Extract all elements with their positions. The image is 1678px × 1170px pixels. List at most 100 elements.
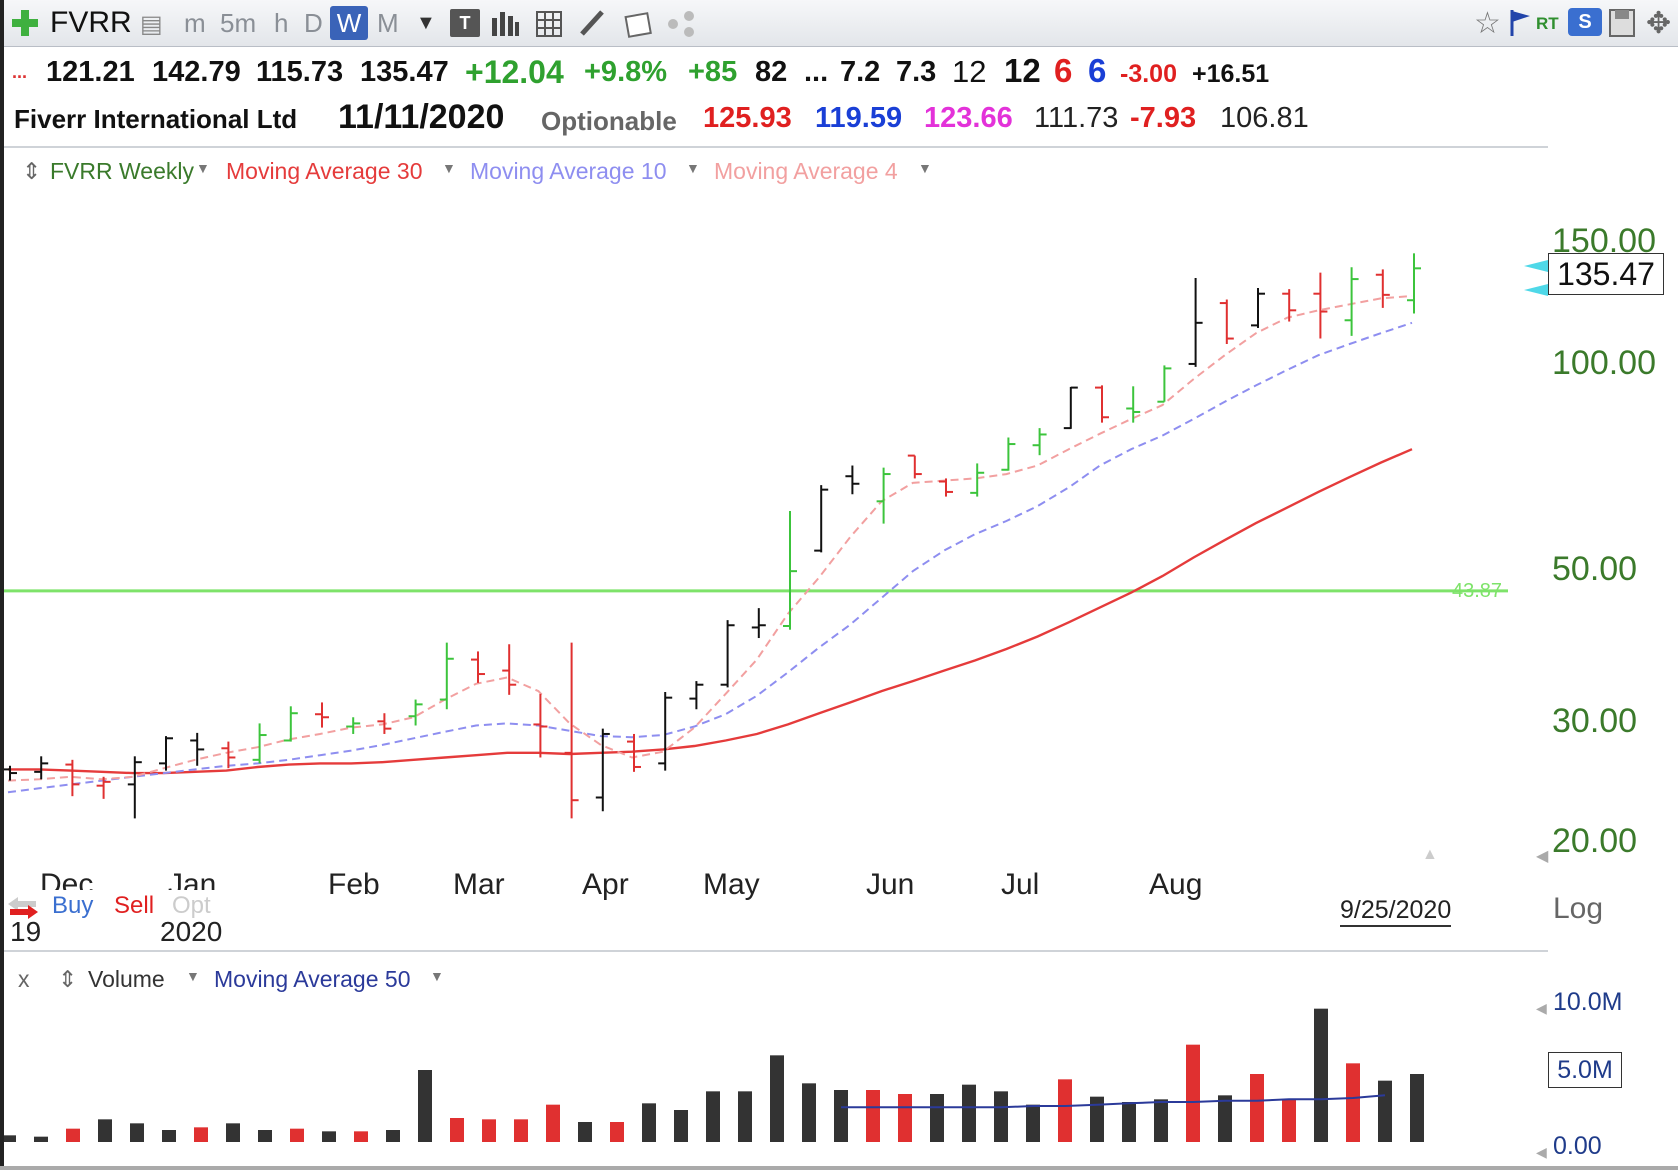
legend-ma30[interactable]: Moving Average 30 [226, 158, 423, 184]
volume-bar [546, 1104, 560, 1142]
separator-volume [0, 950, 1548, 952]
vol-last-label: 5.0M [1548, 1052, 1622, 1088]
volume-bar [1282, 1099, 1296, 1142]
volume-bar [514, 1119, 528, 1142]
volume-bar [66, 1128, 80, 1142]
low-value: 115.73 [256, 56, 344, 88]
bottom-border [0, 1166, 1678, 1170]
last-price-label: 135.47 [1548, 253, 1664, 295]
opt-button[interactable]: Opt [172, 892, 211, 919]
legend-ma4[interactable]: Moving Average 4 [714, 158, 898, 184]
text-icon[interactable]: T [450, 9, 480, 37]
vol-tick-0: 0.00 [1553, 1132, 1602, 1160]
chevron-down-icon[interactable]: ▼ [186, 968, 200, 984]
volume-bar [98, 1119, 112, 1142]
value-106-81: 106.81 [1220, 102, 1309, 134]
company-name: Fiverr International Ltd [14, 104, 298, 134]
reorder-icon[interactable]: ⇕ [58, 966, 78, 992]
reorder-icon[interactable]: ⇕ [22, 158, 42, 184]
scroll-left-icon[interactable]: ◀ [1536, 1144, 1547, 1160]
legend-series[interactable]: FVRR Weekly [50, 158, 194, 184]
value-125-93: 125.93 [703, 102, 792, 134]
chevron-down-icon[interactable]: ▼ [918, 160, 932, 176]
menu-dots[interactable]: ... [12, 62, 28, 82]
value-111-73: 111.73 [1034, 102, 1119, 134]
buy-button[interactable]: Buy [52, 892, 94, 919]
ma4-line [7, 295, 1413, 782]
value-6-red: 6 [1054, 52, 1073, 89]
interval-h[interactable]: h [274, 8, 289, 38]
legend-ma10[interactable]: Moving Average 10 [470, 158, 667, 184]
close-value: 135.47 [360, 56, 449, 88]
interval-m[interactable]: m [184, 8, 206, 38]
scroll-left-icon[interactable]: ◀ [1536, 848, 1549, 865]
interval-m-monthly[interactable]: M [377, 8, 399, 38]
scale-log-toggle[interactable]: Log [1553, 892, 1604, 925]
close-volume-pane[interactable]: x [18, 966, 30, 992]
month-mar: Mar [453, 868, 505, 901]
interval-d[interactable]: D [304, 8, 323, 38]
volume-bar [1186, 1044, 1200, 1142]
volume-bar [354, 1131, 368, 1142]
volume-ma50-line [841, 1094, 1386, 1109]
chevron-down-icon[interactable]: ▼ [442, 160, 456, 176]
rating-82: 82 [755, 56, 788, 88]
ma10-line [7, 321, 1413, 794]
rt-label[interactable]: RT [1536, 14, 1559, 33]
value-7-2: 7.2 [840, 56, 881, 88]
volume-bar [258, 1130, 272, 1142]
volume-bar [802, 1083, 816, 1142]
legend-volume[interactable]: Volume [88, 966, 165, 992]
legend-ma50[interactable]: Moving Average 50 [214, 966, 411, 992]
interval-5m[interactable]: 5m [220, 8, 257, 38]
volume-bar [1218, 1095, 1232, 1142]
high-value: 142.79 [152, 56, 241, 88]
volume-bar [834, 1090, 848, 1142]
chevron-down-icon[interactable]: ▼ [416, 12, 436, 34]
value-12a: 12 [952, 54, 987, 89]
volume-bar [866, 1090, 880, 1142]
symbol-input[interactable]: FVRR [50, 6, 132, 39]
volume-bar [1026, 1104, 1040, 1142]
month-apr: Apr [582, 868, 629, 901]
chevron-down-icon[interactable]: ▼ [196, 160, 210, 176]
value-7-3: 7.3 [896, 56, 937, 88]
y-tick-30: 30.00 [1552, 702, 1638, 740]
print-icon[interactable]: ▤ [140, 11, 163, 38]
separator-top [0, 146, 1548, 148]
volume-bar [1058, 1079, 1072, 1142]
volume-bar [290, 1128, 304, 1142]
change-value: +12.04 [465, 54, 564, 90]
month-jul: Jul [1001, 868, 1040, 901]
value-12b: 12 [1004, 52, 1041, 89]
volume-bar [418, 1070, 432, 1142]
volume-bar [994, 1091, 1008, 1142]
volume-bar [674, 1110, 688, 1142]
change-pct: +9.8% [584, 56, 668, 88]
month-dec: Dec [40, 868, 94, 890]
chevron-down-icon[interactable]: ▼ [430, 968, 444, 984]
volume-bar [1250, 1074, 1264, 1142]
star-icon[interactable]: ☆ [1474, 7, 1501, 40]
s-button[interactable]: S [1568, 8, 1602, 36]
rs-rating: +85 [688, 56, 738, 88]
volume-bar [770, 1055, 784, 1142]
optionable-label: Optionable [541, 106, 677, 136]
volume-bar [1378, 1080, 1392, 1142]
volume-bar [386, 1130, 400, 1142]
volume-bar [34, 1136, 48, 1142]
sell-button[interactable]: Sell [114, 892, 155, 919]
left-border [0, 0, 4, 1170]
move-icon[interactable]: ✥ [1646, 7, 1672, 40]
volume-bar [162, 1130, 176, 1142]
volume-bar [322, 1131, 336, 1142]
value-6-blue: 6 [1088, 52, 1107, 89]
interval-w[interactable]: W [330, 6, 368, 40]
scroll-up-icon[interactable]: ▲ [1422, 846, 1438, 863]
scroll-left-icon[interactable]: ◀ [1536, 1000, 1547, 1016]
add-icon[interactable] [10, 8, 40, 38]
volume-bar [1154, 1099, 1168, 1142]
chevron-down-icon[interactable]: ▼ [686, 160, 700, 176]
volume-bar [1090, 1096, 1104, 1142]
